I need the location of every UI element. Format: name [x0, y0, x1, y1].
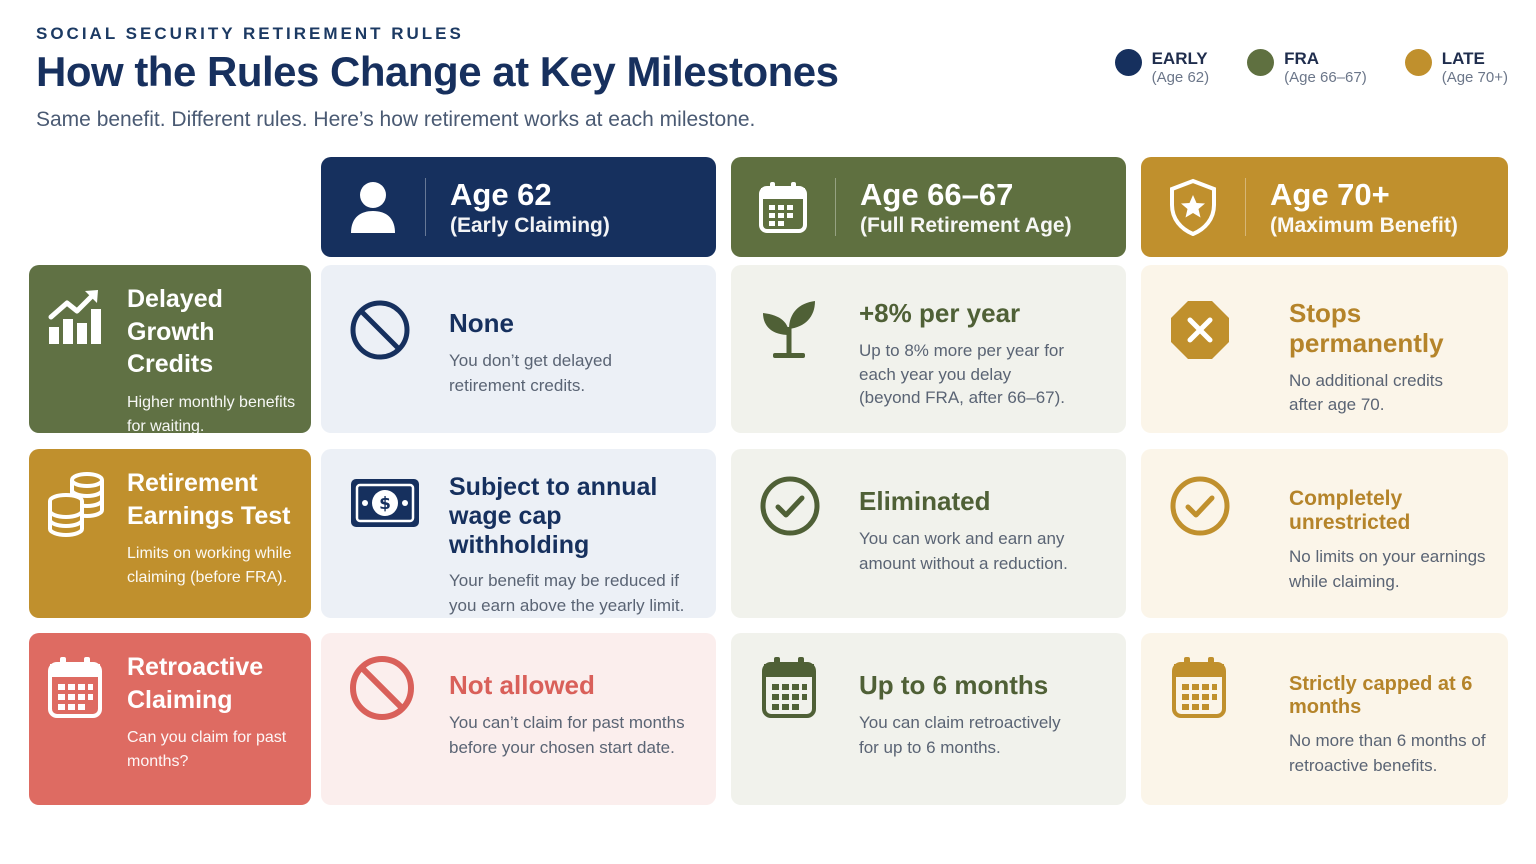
cell-title: Up to 6 months [859, 670, 1049, 700]
column-header-age-62: Age 62 (Early Claiming) [321, 157, 716, 257]
row-header-delayed-growth-credits: Delayed Growth Credits Higher monthly be… [29, 265, 311, 435]
stop-x-icon [1169, 299, 1289, 433]
legend-age: (Age 70+) [1441, 69, 1508, 87]
cell-desc: You can’t claim for past months before y… [449, 712, 685, 757]
legend-name: FRA [1284, 49, 1320, 68]
cell-title: Not allowed [449, 670, 595, 700]
prohibited-icon [349, 299, 449, 433]
prohibited-icon [349, 655, 449, 805]
row-title: Delayed Growth Credits [127, 285, 223, 378]
cell-desc: You don’t get delayed retirement credits… [449, 350, 612, 395]
calendar-icon [759, 655, 859, 805]
row-header-retirement-earnings-test: Retirement Earnings Test Limits on worki… [29, 449, 311, 618]
cell-title: Eliminated [859, 486, 991, 516]
page-title: How the Rules Change at Key Milestones [36, 48, 839, 95]
legend-dot-early [1114, 49, 1142, 76]
cell-credits-early: None You don’t get delayed retirement cr… [321, 265, 716, 433]
cell-retroactive-late: Strictly capped at 6 months No more than… [1141, 633, 1508, 805]
cell-title: Subject to annual wage cap withholding [449, 473, 658, 559]
legend-item-fra: FRA (Age 66–67) [1247, 48, 1367, 88]
cell-desc: No additional credits after age 70. [1289, 370, 1444, 415]
svg-text:$: $ [379, 494, 391, 514]
cell-desc: Your benefit may be reduced if you earn … [449, 571, 685, 615]
legend-name: LATE [1441, 49, 1485, 68]
calendar-icon [731, 157, 835, 257]
cell-title: Completely unrestricted [1289, 487, 1411, 535]
cell-desc: You can work and earn any amount without… [859, 528, 1068, 573]
coins-icon [47, 467, 127, 618]
legend-item-early: EARLY (Age 62) [1114, 48, 1210, 88]
legend-dot-fra [1247, 49, 1275, 76]
cell-desc: Up to 8% more per year for each year you… [859, 340, 1066, 408]
cell-earnings-late: Completely unrestricted No limits on you… [1141, 449, 1508, 618]
row-desc: Higher monthly benefits for waiting. [127, 393, 296, 435]
column-header-age-66-67: Age 66–67 (Full Retirement Age) [731, 157, 1126, 257]
row-desc: Can you claim for past months? [127, 729, 287, 770]
cell-credits-fra: +8% per year Up to 8% more per year for … [731, 265, 1126, 433]
calendar-icon [47, 651, 127, 805]
subtitle: Same benefit. Different rules. Here’s ho… [36, 108, 756, 131]
cell-title: None [449, 308, 514, 338]
legend-item-late: LATE (Age 70+) [1404, 48, 1508, 88]
column-header-age-70: Age 70+ (Maximum Benefit) [1141, 157, 1508, 257]
cell-earnings-early: $ Subject to annual wage cap withholding… [321, 449, 716, 618]
cell-retroactive-early: Not allowed You can’t claim for past mon… [321, 633, 716, 805]
sprout-icon [759, 299, 859, 433]
cell-earnings-fra: Eliminated You can work and earn any amo… [731, 449, 1126, 618]
column-sub: (Early Claiming) [450, 214, 610, 237]
legend-dot-late [1404, 49, 1432, 76]
cell-title: Stops permanently [1289, 298, 1444, 358]
legend: EARLY (Age 62) FRA (Age 66–67) LATE (Age… [1114, 48, 1508, 88]
row-title: Retroactive Claiming [127, 653, 264, 714]
check-circle-icon [1169, 475, 1289, 618]
column-age: Age 62 [450, 176, 552, 212]
cash-icon: $ [349, 473, 449, 618]
shield-star-icon [1141, 157, 1245, 257]
legend-age: (Age 62) [1151, 69, 1210, 87]
row-title: Retirement Earnings Test [127, 469, 291, 530]
column-age: Age 66–67 [860, 176, 1014, 212]
growth-chart-icon [47, 283, 127, 433]
person-icon [321, 157, 425, 257]
column-sub: (Maximum Benefit) [1270, 214, 1458, 237]
column-age: Age 70+ [1270, 176, 1390, 212]
cell-title: +8% per year [859, 298, 1021, 328]
calendar-icon [1169, 655, 1289, 805]
kicker: SOCIAL SECURITY RETIREMENT RULES [36, 24, 464, 43]
cell-credits-late: Stops permanently No additional credits … [1141, 265, 1508, 433]
column-sub: (Full Retirement Age) [860, 214, 1072, 237]
cell-retroactive-fra: Up to 6 months You can claim retroactive… [731, 633, 1126, 805]
legend-age: (Age 66–67) [1284, 69, 1367, 87]
cell-desc: No limits on your earnings while claimin… [1289, 547, 1486, 591]
check-circle-icon [759, 475, 859, 618]
legend-name: EARLY [1151, 49, 1208, 68]
row-header-retroactive-claiming: Retroactive Claiming Can you claim for p… [29, 633, 311, 805]
row-desc: Limits on working while claiming (before… [127, 545, 292, 586]
cell-title: Strictly capped at 6 months [1289, 673, 1473, 718]
cell-desc: You can claim retroactively for up to 6 … [859, 712, 1061, 757]
cell-desc: No more than 6 months of retroactive ben… [1289, 731, 1486, 775]
